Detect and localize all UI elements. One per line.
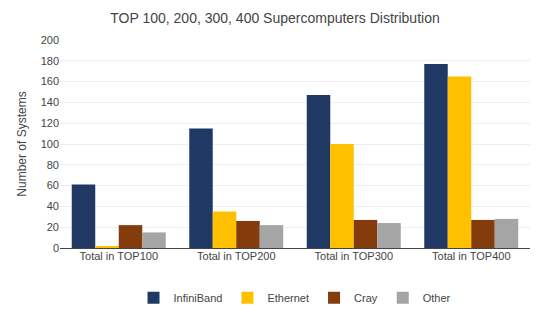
svg-text:TOP 100, 200, 300, 400 Superco: TOP 100, 200, 300, 400 Supercomputers Di… bbox=[110, 10, 439, 26]
svg-text:Ethernet: Ethernet bbox=[267, 292, 309, 304]
svg-text:60: 60 bbox=[47, 179, 59, 191]
svg-text:120: 120 bbox=[41, 117, 59, 129]
svg-text:Number of Systems: Number of Systems bbox=[15, 91, 29, 196]
svg-text:Cray: Cray bbox=[354, 292, 378, 304]
svg-text:0: 0 bbox=[53, 242, 59, 254]
svg-text:140: 140 bbox=[41, 96, 59, 108]
svg-text:100: 100 bbox=[41, 138, 59, 150]
svg-text:Total in TOP100: Total in TOP100 bbox=[80, 250, 158, 262]
svg-text:180: 180 bbox=[41, 55, 59, 67]
svg-text:Total in TOP300: Total in TOP300 bbox=[315, 250, 393, 262]
svg-text:Other: Other bbox=[423, 292, 451, 304]
svg-text:40: 40 bbox=[47, 200, 59, 212]
svg-text:200: 200 bbox=[41, 34, 59, 46]
svg-text:Total in TOP400: Total in TOP400 bbox=[432, 250, 510, 262]
svg-text:InfiniBand: InfiniBand bbox=[174, 292, 223, 304]
svg-text:Total in TOP200: Total in TOP200 bbox=[197, 250, 275, 262]
svg-text:80: 80 bbox=[47, 159, 59, 171]
svg-text:20: 20 bbox=[47, 221, 59, 233]
svg-text:160: 160 bbox=[41, 75, 59, 87]
